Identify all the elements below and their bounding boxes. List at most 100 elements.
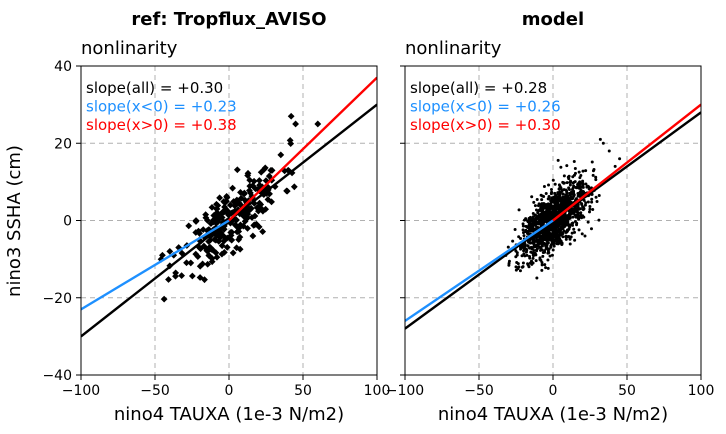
data-point xyxy=(227,236,235,244)
data-point xyxy=(577,214,581,218)
data-point xyxy=(522,249,526,253)
data-point xyxy=(597,218,601,222)
data-point xyxy=(542,194,546,198)
data-point xyxy=(518,269,522,273)
data-point xyxy=(546,248,550,252)
data-point xyxy=(520,254,524,258)
data-point xyxy=(565,230,569,234)
fit-line-neg xyxy=(405,219,554,322)
data-point xyxy=(546,241,550,245)
data-point xyxy=(517,208,521,212)
data-point xyxy=(232,216,240,224)
data-point xyxy=(567,187,571,191)
data-point xyxy=(544,192,548,196)
data-point xyxy=(217,229,225,237)
chart-subtitle: nonlinarity xyxy=(81,38,178,59)
data-point xyxy=(536,240,540,244)
y-tick-label: 20 xyxy=(54,136,72,152)
data-point xyxy=(573,238,577,242)
data-point xyxy=(524,250,528,254)
data-point xyxy=(557,239,561,243)
data-point xyxy=(590,197,594,201)
data-point xyxy=(540,207,544,211)
data-point xyxy=(537,208,541,212)
data-point xyxy=(267,167,275,174)
data-point xyxy=(550,242,554,246)
data-point xyxy=(546,258,550,262)
data-point xyxy=(551,248,555,252)
data-point xyxy=(542,215,546,219)
data-point xyxy=(581,169,585,173)
data-point xyxy=(511,239,515,243)
data-point xyxy=(229,249,237,257)
data-point xyxy=(543,236,547,240)
data-point xyxy=(562,181,566,185)
data-point xyxy=(160,295,168,303)
data-point xyxy=(553,221,557,225)
data-point xyxy=(568,216,572,220)
data-point xyxy=(580,232,584,236)
data-point xyxy=(597,194,601,198)
data-point xyxy=(540,260,544,264)
data-point xyxy=(550,214,554,218)
data-point xyxy=(543,249,547,253)
data-point xyxy=(252,185,259,193)
data-point xyxy=(568,242,572,246)
data-point xyxy=(567,234,571,238)
data-point xyxy=(233,223,241,230)
data-point xyxy=(211,236,218,243)
data-point xyxy=(530,259,534,263)
data-point xyxy=(244,205,252,213)
data-point xyxy=(573,219,577,223)
data-point xyxy=(213,209,221,217)
data-point xyxy=(613,164,617,168)
data-point xyxy=(546,197,550,201)
data-point xyxy=(568,225,572,229)
data-point xyxy=(578,176,582,180)
data-point xyxy=(215,237,223,245)
data-point xyxy=(553,191,557,195)
data-point xyxy=(260,165,268,173)
data-point xyxy=(255,223,263,231)
data-point xyxy=(241,217,249,225)
data-point xyxy=(528,222,532,226)
data-point xyxy=(562,204,566,208)
data-point xyxy=(547,195,551,199)
data-point xyxy=(573,166,577,170)
x-tick-label: 100 xyxy=(688,383,715,399)
data-point xyxy=(236,233,244,241)
data-point xyxy=(583,203,587,207)
data-point xyxy=(550,199,554,203)
data-point xyxy=(561,208,565,212)
data-point xyxy=(536,204,540,208)
data-point xyxy=(234,206,242,214)
data-point xyxy=(564,237,568,241)
data-point xyxy=(568,180,572,184)
data-point xyxy=(591,173,595,177)
data-point xyxy=(554,240,558,244)
data-point xyxy=(561,235,565,239)
data-point xyxy=(558,206,562,210)
data-point xyxy=(248,214,256,221)
data-point xyxy=(521,228,525,232)
data-point xyxy=(521,245,525,249)
data-point xyxy=(208,255,216,262)
data-point xyxy=(216,194,224,202)
data-point xyxy=(571,186,575,190)
data-point xyxy=(553,182,557,186)
data-point xyxy=(515,251,519,255)
data-point xyxy=(536,211,540,215)
data-point xyxy=(539,248,543,252)
data-point xyxy=(535,220,539,224)
data-point xyxy=(581,190,585,194)
data-point xyxy=(506,245,510,249)
data-point xyxy=(543,263,547,267)
data-point xyxy=(528,219,532,223)
data-point xyxy=(601,141,605,145)
chart-subtitle: nonlinarity xyxy=(405,38,502,59)
data-point xyxy=(523,243,527,247)
data-point xyxy=(559,165,563,169)
data-point xyxy=(531,253,535,257)
slope-annotation: slope(x>0) = +0.38 xyxy=(86,116,237,134)
data-point xyxy=(257,201,265,208)
